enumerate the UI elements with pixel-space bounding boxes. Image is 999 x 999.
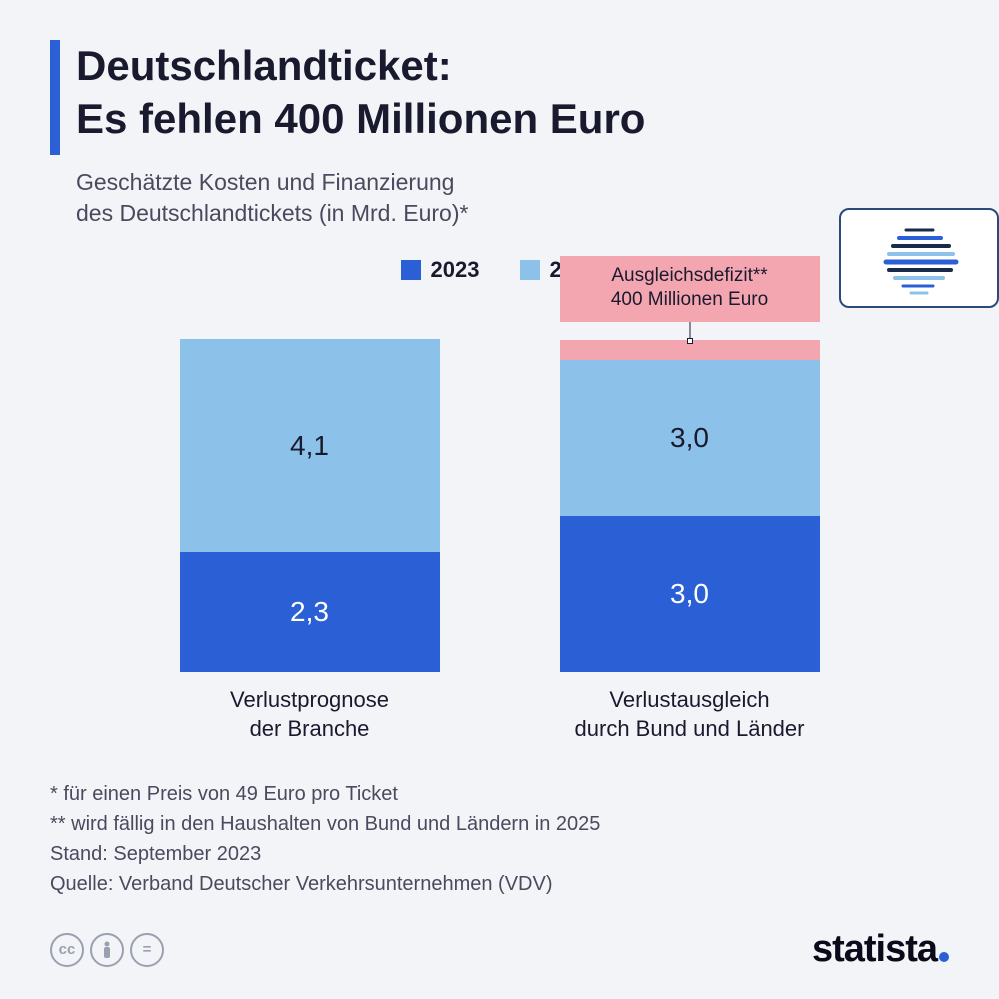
footnote-2: ** wird fällig in den Haushalten von Bun… — [50, 809, 949, 839]
header: Deutschlandticket: Es fehlen 400 Million… — [50, 40, 949, 155]
footnote-3: Stand: September 2023 — [50, 839, 949, 869]
by-icon — [90, 933, 124, 967]
bar-label: Verlustausgleichdurch Bund und Länder — [575, 686, 805, 743]
chart: 2,34,1Verlustprognoseder Branche3,03,0Au… — [50, 313, 949, 743]
legend-label-2023: 2023 — [431, 257, 480, 283]
pointer-dot — [687, 338, 693, 344]
footer: cc = statista — [50, 928, 949, 971]
bar-segment: 2,3 — [180, 552, 440, 672]
bar-label: Verlustprognoseder Branche — [230, 686, 389, 743]
subtitle: Geschätzte Kosten und Finanzierung des D… — [76, 167, 949, 229]
cc-icon: cc — [50, 933, 84, 967]
ticket-icon — [839, 208, 999, 308]
footnote-4: Quelle: Verband Deutscher Verkehrsuntern… — [50, 869, 949, 899]
bar-group: 3,03,0 Ausgleichsdefizit**400 Millionen E… — [560, 256, 820, 743]
brand-text: statista — [812, 928, 937, 971]
deficit-label: Ausgleichsdefizit**400 Millionen Euro — [560, 256, 820, 322]
footnote-1: * für einen Preis von 49 Euro pro Ticket — [50, 779, 949, 809]
brand-dot-icon — [939, 952, 949, 962]
accent-bar — [50, 40, 60, 155]
bar-segment: 3,0 — [560, 516, 820, 672]
brand-logo: statista — [812, 928, 949, 971]
bar-group: 2,34,1 Verlustprognoseder Branche — [180, 339, 440, 743]
license-icons: cc = — [50, 933, 164, 967]
bar-stack: 3,03,0 Ausgleichsdefizit**400 Millionen E… — [560, 256, 820, 672]
subtitle-line-1: Geschätzte Kosten und Finanzierung — [76, 169, 454, 195]
legend-swatch-2024 — [520, 260, 540, 280]
bar-segment: 3,0 — [560, 360, 820, 516]
subtitle-line-2: des Deutschlandtickets (in Mrd. Euro)* — [76, 200, 468, 226]
bar-stack: 2,34,1 — [180, 339, 440, 672]
legend-swatch-2023 — [401, 260, 421, 280]
bar-segment: 4,1 — [180, 339, 440, 552]
nd-icon: = — [130, 933, 164, 967]
page-title: Deutschlandticket: Es fehlen 400 Million… — [76, 40, 645, 145]
title-line-1: Deutschlandticket: — [76, 42, 452, 89]
footnotes: * für einen Preis von 49 Euro pro Ticket… — [50, 779, 949, 899]
legend-item-2023: 2023 — [401, 257, 480, 283]
deficit-label-line-1: Ausgleichsdefizit** — [566, 264, 814, 288]
title-line-2: Es fehlen 400 Millionen Euro — [76, 95, 645, 142]
deficit-label-line-2: 400 Millionen Euro — [566, 288, 814, 312]
